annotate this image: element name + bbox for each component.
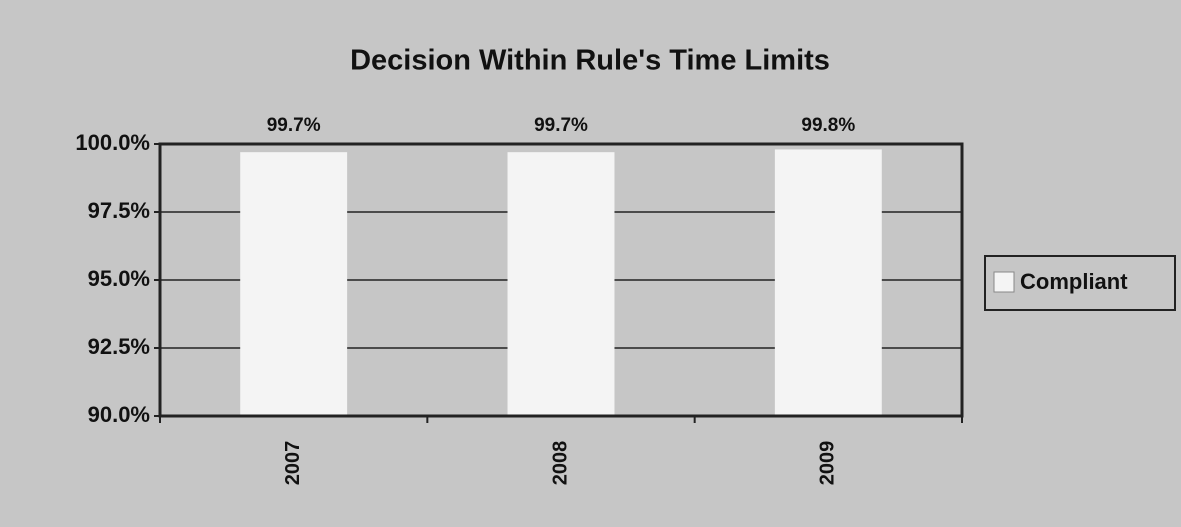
data-label: 99.7%	[267, 115, 321, 136]
y-tick-label: 92.5%	[88, 334, 150, 359]
bar	[774, 149, 882, 416]
bar	[240, 152, 348, 416]
bar	[507, 152, 615, 416]
legend-swatch	[993, 271, 1015, 293]
data-label: 99.8%	[801, 115, 855, 136]
legend-label: Compliant	[1020, 269, 1128, 294]
y-tick-label: 100.0%	[75, 130, 150, 155]
y-tick-label: 95.0%	[88, 266, 150, 291]
legend-box	[984, 255, 1176, 311]
x-tick-label: 2007	[282, 441, 304, 486]
plot-border	[158, 142, 964, 418]
data-label: 99.7%	[534, 115, 588, 136]
chart-title: Decision Within Rule's Time Limits	[350, 45, 830, 77]
y-tick-label: 90.0%	[88, 402, 150, 427]
x-tick-label: 2008	[549, 441, 571, 486]
y-tick-label: 97.5%	[88, 198, 150, 223]
x-tick-label: 2009	[817, 441, 839, 486]
